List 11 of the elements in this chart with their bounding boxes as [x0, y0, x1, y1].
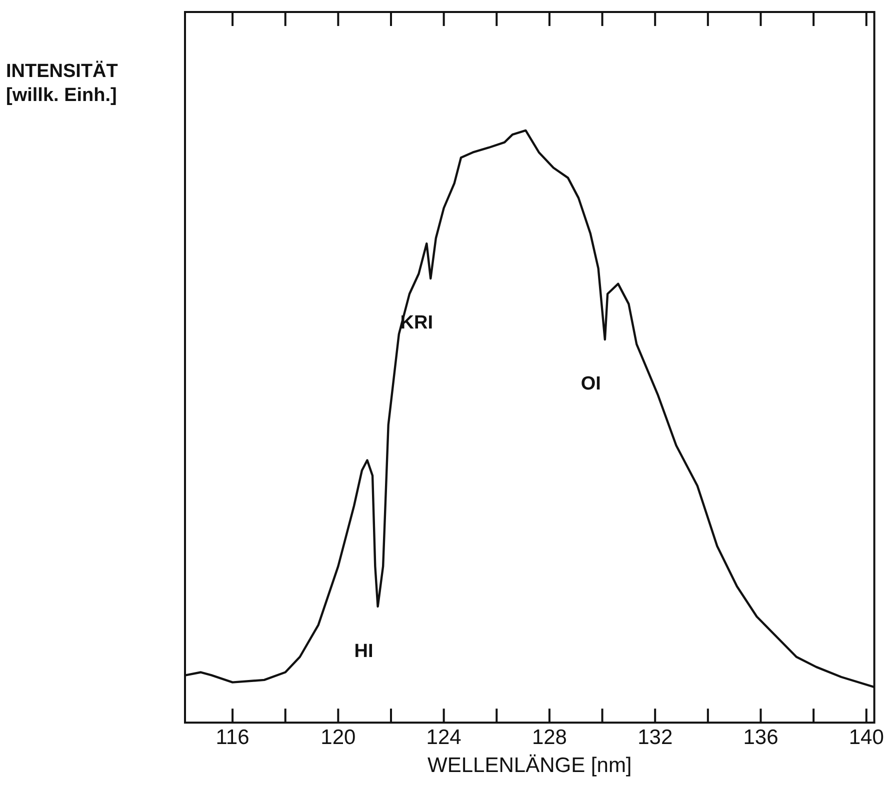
x-tick-label: 116 — [216, 726, 250, 749]
y-axis-title: INTENSITÄT [willk. Einh.] — [6, 60, 119, 108]
x-tick-label: 140 — [848, 726, 884, 749]
x-tick-label: 124 — [426, 726, 462, 749]
x-tick-label: 128 — [532, 726, 567, 749]
x-tick-label: 132 — [638, 726, 673, 749]
x-axis-title: WELLENLÄNGE [nm] — [428, 754, 632, 778]
x-tick-label: 120 — [320, 726, 356, 749]
annotation: OI — [580, 374, 601, 395]
x-tick-label: 136 — [743, 726, 778, 749]
annotation: HI — [354, 640, 374, 662]
